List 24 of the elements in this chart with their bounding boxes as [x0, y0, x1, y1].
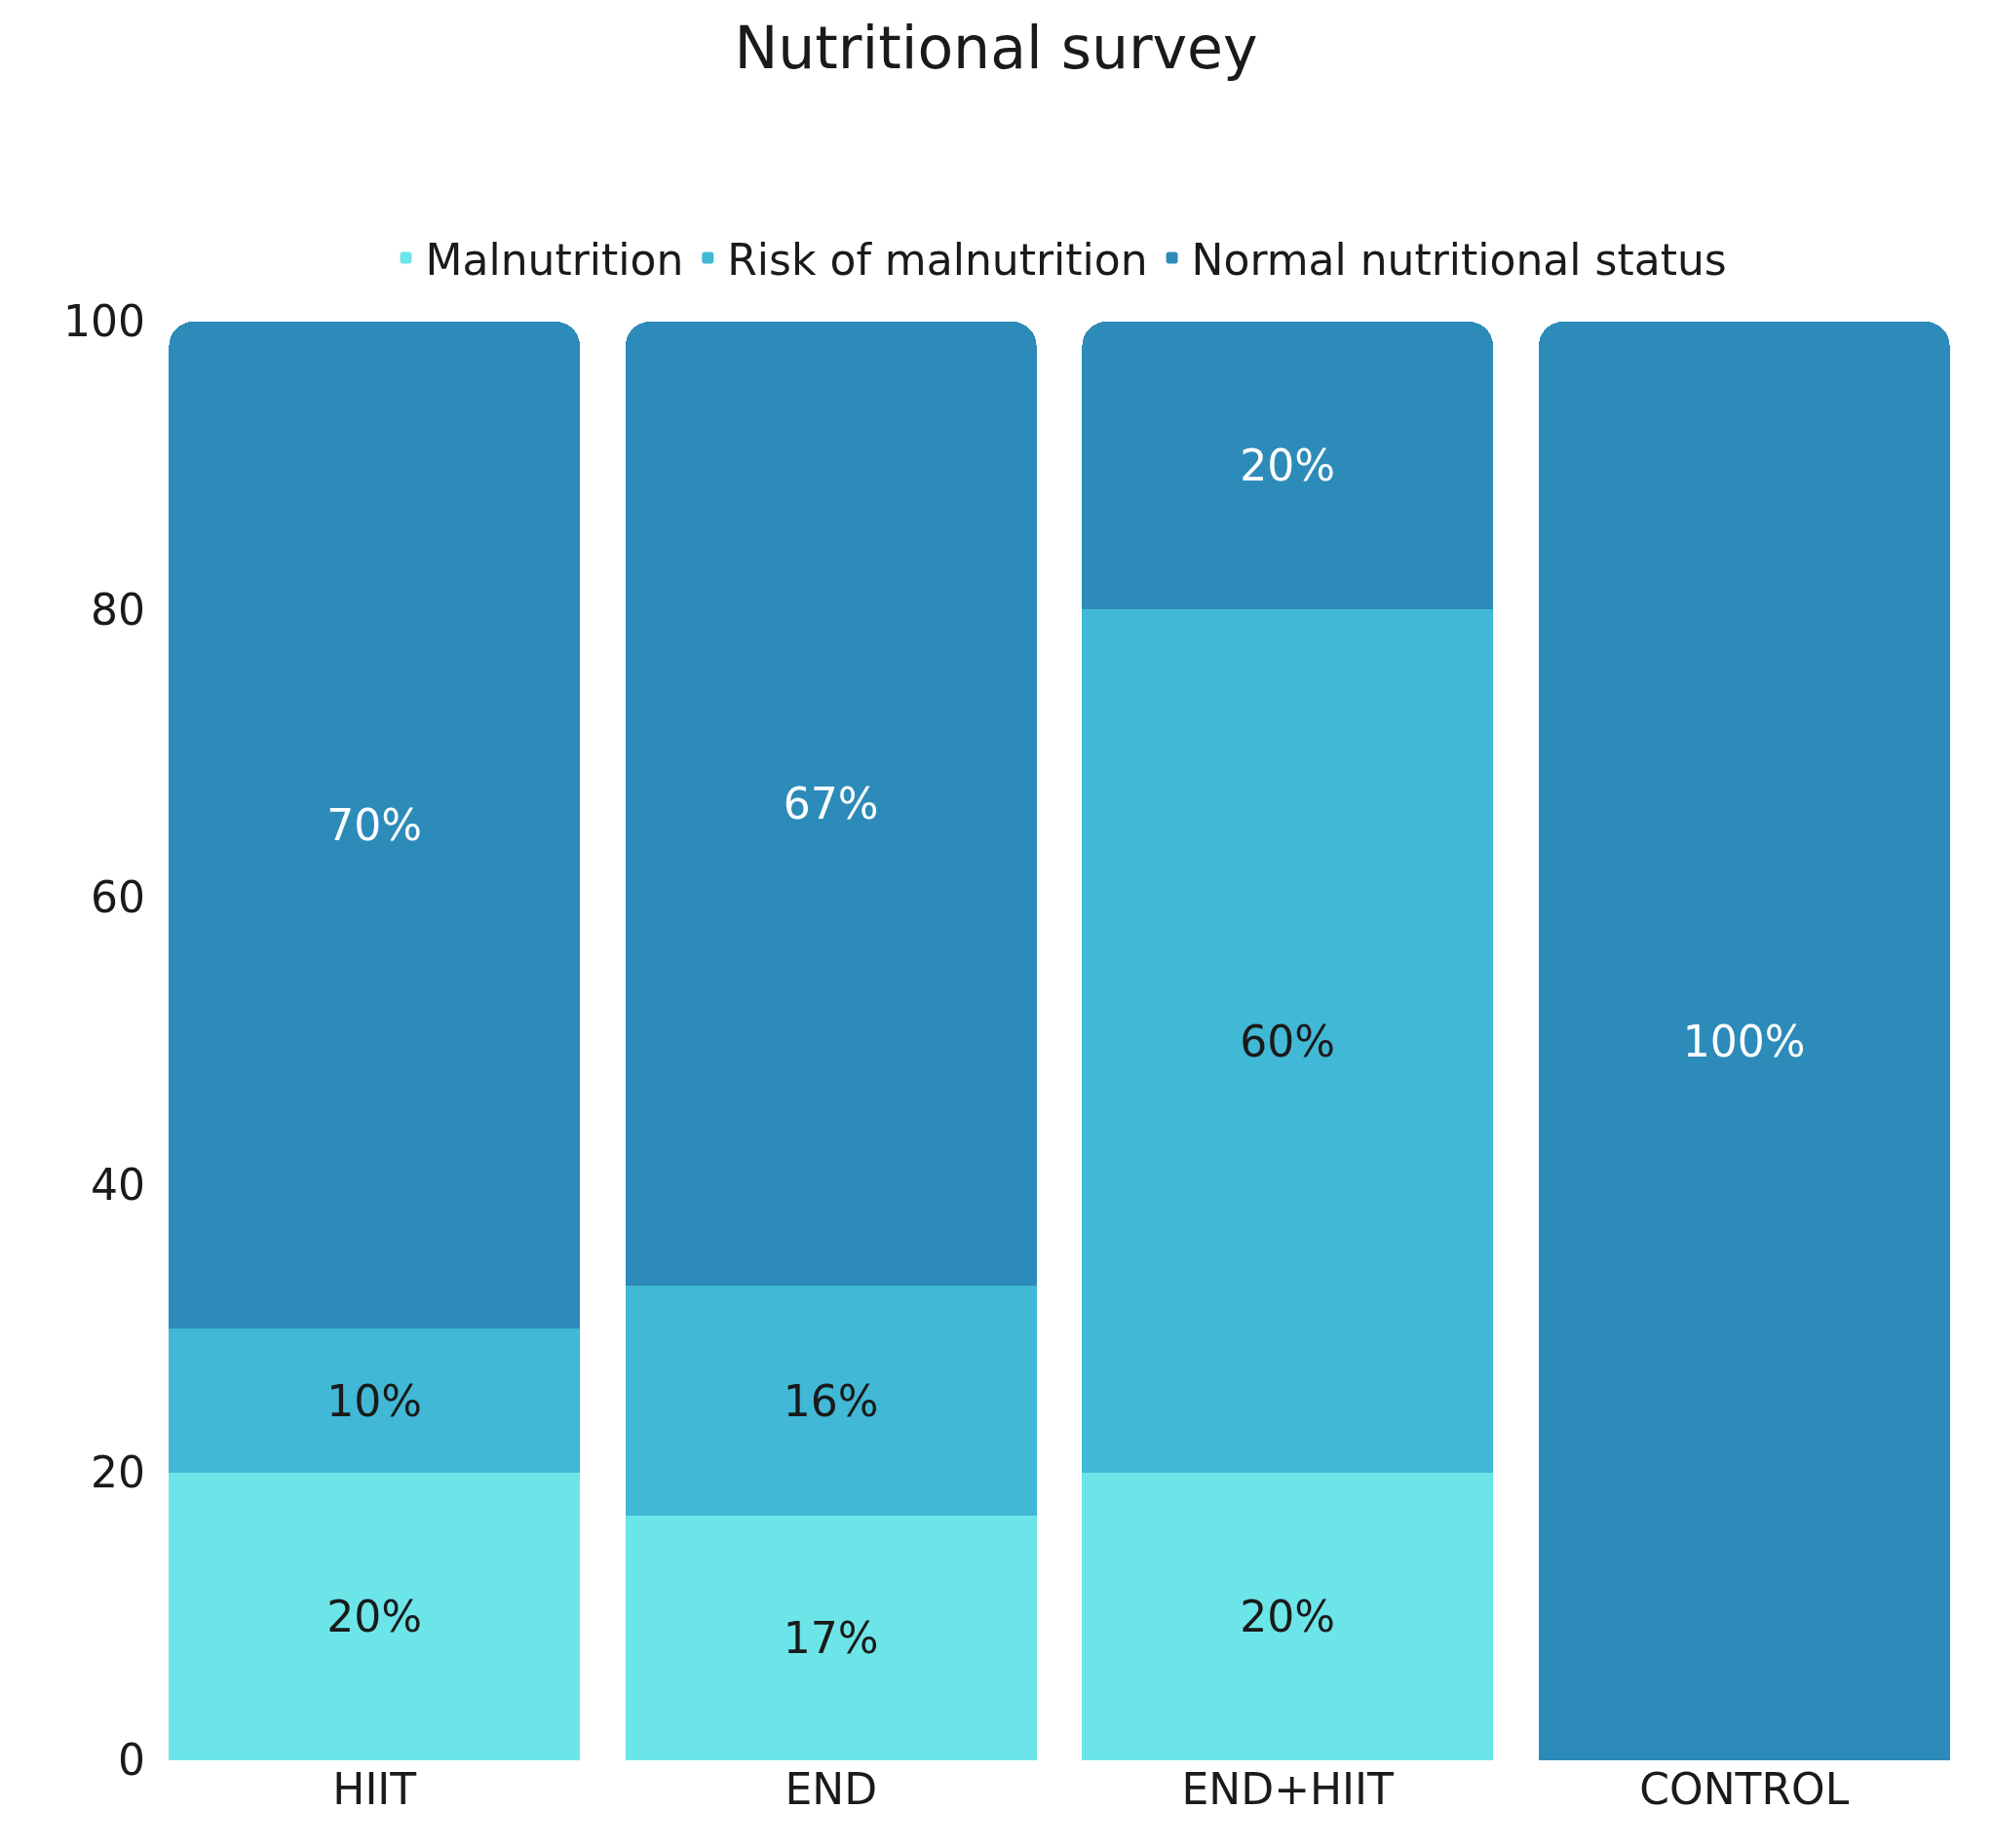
y-tick-label: 0	[118, 1735, 145, 1786]
data-label: 70%	[326, 800, 423, 851]
x-tick-label: HIIT	[332, 1764, 417, 1814]
data-label: 20%	[326, 1591, 423, 1641]
legend-label: Normal nutritional status	[1191, 234, 1727, 285]
legend-label: Malnutrition	[425, 234, 684, 285]
chart-title: Nutritional survey	[734, 14, 1258, 83]
y-tick-label: 60	[91, 871, 145, 922]
data-label: 17%	[783, 1613, 879, 1664]
data-label: 10%	[326, 1375, 423, 1426]
y-tick-label: 100	[63, 296, 145, 347]
x-tick-label: END	[785, 1764, 878, 1814]
y-tick-label: 20	[91, 1447, 145, 1498]
data-label: 16%	[783, 1375, 879, 1426]
x-tick-label: CONTROL	[1639, 1764, 1850, 1814]
data-label: 20%	[1240, 441, 1336, 491]
legend-label: Risk of malnutrition	[727, 234, 1148, 285]
y-tick-label: 40	[91, 1160, 145, 1210]
data-label: 100%	[1682, 1016, 1806, 1066]
y-tick-label: 80	[91, 584, 145, 635]
data-label: 60%	[1240, 1016, 1336, 1066]
data-label: 67%	[783, 778, 879, 828]
data-label: 20%	[1240, 1591, 1336, 1641]
x-tick-label: END+HIIT	[1181, 1764, 1395, 1814]
